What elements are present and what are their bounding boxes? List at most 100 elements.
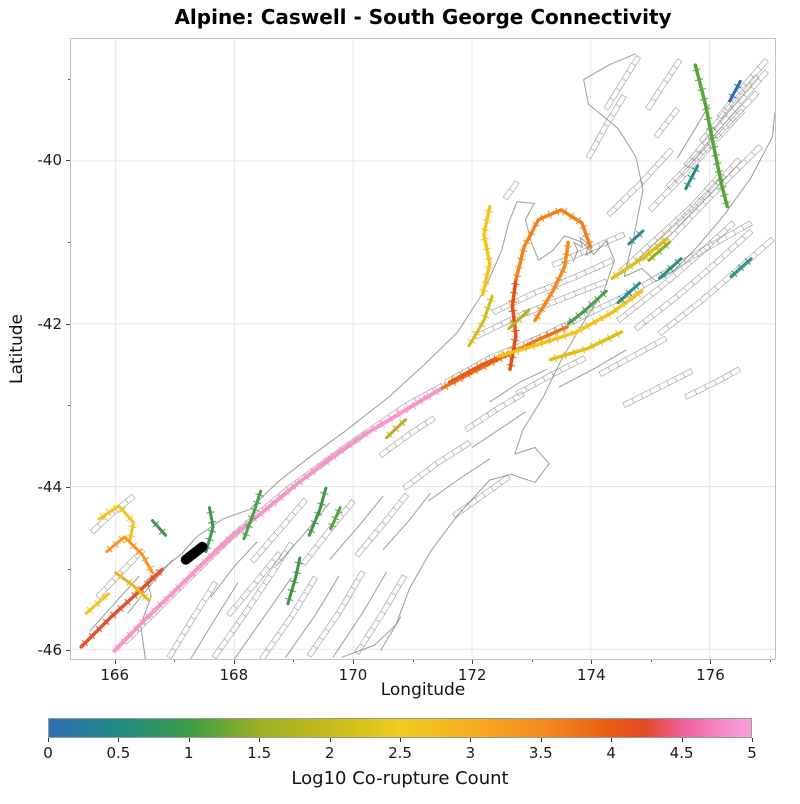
y-tick-label: -42 (37, 314, 63, 333)
coastline-or-fault (190, 582, 239, 659)
rupture-trace-ne-blue (728, 79, 742, 103)
y-minor-tick-mark (68, 78, 70, 80)
y-minor-tick-mark (68, 242, 70, 244)
rupture-rungs (660, 258, 681, 279)
x-tick-label: 172 (457, 666, 487, 684)
fault-trace (249, 497, 309, 564)
colorbar-tick-mark (400, 738, 401, 742)
rupture-rungs (152, 521, 166, 535)
rupture-trace-sw-green (150, 519, 168, 537)
rupture-trace-sw-red (79, 567, 164, 649)
rupture-rungs (479, 209, 494, 293)
fault-trace (259, 575, 318, 659)
rupture-rungs (500, 290, 642, 360)
fault-trace (653, 106, 680, 139)
coastline-or-fault (471, 411, 526, 448)
fault-trace (378, 415, 436, 459)
y-tick-label: -46 (37, 641, 63, 660)
rupture-rungs (613, 237, 667, 280)
rupture-rungs (649, 241, 670, 261)
colorbar-tick-label: 4 (606, 744, 616, 762)
rupture-trace-south-green-c (307, 486, 328, 537)
colorbar-label: Log10 Co-rupture Count (291, 768, 509, 789)
fault-trace (354, 574, 407, 656)
fault-trace (618, 171, 724, 275)
fault-trace (515, 355, 587, 397)
x-minor-tick-mark (650, 660, 652, 662)
fault-trace (659, 144, 763, 250)
rupture-rungs (106, 535, 154, 571)
x-tick-mark (114, 660, 116, 664)
fault-trace (684, 366, 741, 400)
highlight-segment (180, 541, 208, 565)
rupture-trace-south-green-a (204, 506, 215, 554)
coastline-or-fault (623, 112, 775, 283)
rupture-rungs (86, 593, 108, 614)
colorbar-tick-label: 3.5 (528, 744, 553, 762)
x-tick-label: 166 (100, 666, 129, 684)
coastline-or-fault (332, 571, 387, 658)
rupture-rungs (328, 508, 343, 528)
x-minor-tick-mark (293, 660, 295, 662)
rupture-rungs (533, 245, 572, 320)
rupture-rungs (81, 568, 163, 647)
map-canvas (71, 39, 775, 659)
rupture-rungs (728, 83, 742, 99)
x-minor-tick-mark (174, 660, 176, 662)
fault-trace (585, 94, 627, 160)
fault-trace (598, 335, 668, 377)
coastline-or-fault (558, 349, 627, 388)
rupture-trace-arc-orange (514, 208, 593, 282)
rupture-rungs (568, 290, 607, 325)
colorbar-tick-mark (118, 738, 120, 742)
rupture-rungs (114, 387, 440, 652)
fault-trace (616, 220, 736, 323)
rupture-rungs (306, 491, 329, 534)
x-axis-label: Longitude (380, 680, 466, 700)
fault-trace (606, 147, 674, 218)
coastline-or-fault (380, 616, 402, 652)
coastline-or-fault (127, 559, 174, 614)
fault-trace (645, 58, 683, 111)
colorbar-tick-label: 5 (747, 744, 757, 762)
colorbar-tick-label: 1.5 (247, 744, 272, 762)
x-tick-label: 170 (338, 666, 368, 684)
y-axis-label: Latitude (7, 314, 27, 384)
fault-trace (603, 55, 641, 111)
y-tick-mark (66, 486, 70, 488)
coastline-or-fault (285, 575, 340, 658)
x-tick-mark (352, 660, 354, 664)
colorbar-tick-label: 4.5 (669, 744, 694, 762)
coastline-or-fault (329, 495, 384, 561)
fault-trace (166, 580, 219, 659)
rupture-rungs (241, 493, 264, 537)
rupture-rungs (553, 329, 620, 363)
rupture-trace-yellow-b (548, 330, 624, 362)
colorbar-tick-mark (540, 738, 542, 742)
y-minor-tick-mark (68, 568, 70, 570)
coastline-or-fault (234, 577, 292, 659)
y-minor-tick-mark (68, 405, 70, 407)
coastline-or-fault (427, 458, 491, 502)
coastline-or-fault (275, 502, 330, 567)
colorbar-tick-mark (681, 738, 683, 742)
fault-trace (89, 493, 136, 535)
rupture-rungs (618, 282, 640, 303)
rupture-rungs (451, 350, 507, 385)
fault-trace (639, 157, 742, 261)
rupture-trace-south-green-b (242, 489, 263, 541)
x-minor-tick-mark (770, 660, 772, 662)
fault-trace (402, 440, 472, 491)
y-tick-label: -44 (37, 477, 63, 496)
colorbar-tick-label: 0 (43, 744, 53, 762)
fault-trace (683, 69, 769, 168)
x-tick-mark (710, 660, 712, 664)
x-tick-label: 176 (696, 666, 725, 684)
rupture-rungs (508, 309, 529, 329)
fault-trace (622, 368, 694, 408)
fault-trace (444, 220, 753, 386)
colorbar-tick-mark (329, 738, 331, 742)
rupture-trace-ne-yellow (610, 237, 669, 280)
x-tick-label: 174 (576, 666, 606, 684)
rupture-rungs (731, 258, 751, 278)
